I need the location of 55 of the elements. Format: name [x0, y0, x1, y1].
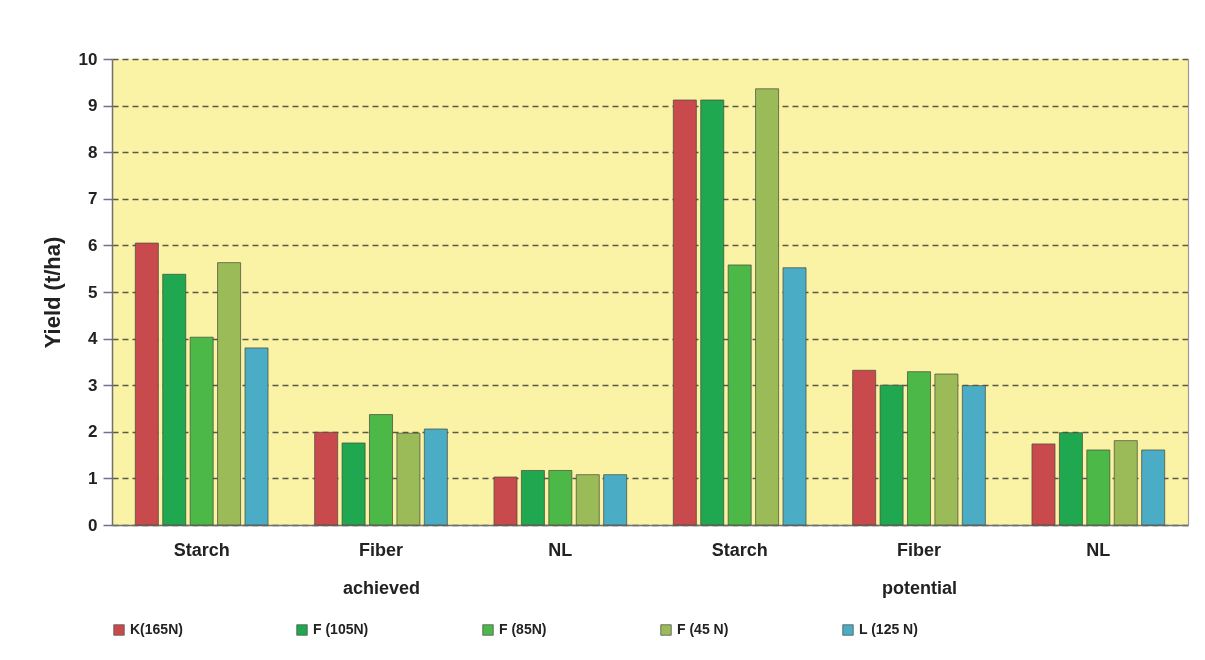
legend-label: F (45 N): [677, 621, 729, 637]
legend-label: L (125 N): [859, 621, 918, 637]
bar: [548, 470, 573, 526]
bar: [520, 470, 545, 526]
bar: [1058, 432, 1083, 526]
x-tick-label: Starch: [711, 539, 768, 560]
y-tick-label: 6: [88, 235, 98, 255]
bar: [934, 373, 959, 526]
x-axis-title: potential: [882, 577, 957, 598]
bar: [189, 336, 214, 526]
bar: [217, 262, 242, 526]
bar: [782, 267, 807, 526]
bar: [852, 369, 877, 526]
bar: [1086, 449, 1111, 526]
bar: [341, 442, 366, 526]
bar: [575, 474, 600, 526]
y-tick-label: 4: [88, 329, 99, 349]
bar: [727, 264, 752, 526]
legend-label: F (85N): [499, 621, 547, 637]
y-tick-label: 1: [88, 468, 98, 488]
bar: [369, 414, 393, 526]
bar: [1031, 443, 1056, 526]
y-tick-label: 8: [88, 142, 98, 162]
x-tick-label: Fiber: [896, 539, 942, 560]
y-tick-label: 3: [88, 375, 98, 395]
x-tick-label: NL: [548, 539, 573, 560]
bar: [755, 88, 780, 526]
bar: [961, 385, 986, 526]
bar: [672, 99, 697, 526]
bar: [134, 242, 159, 526]
bar: [907, 371, 931, 526]
bar: [1113, 440, 1138, 526]
bar: [162, 273, 187, 526]
x-tick-label: Starch: [173, 539, 230, 560]
y-tick-label: 2: [88, 422, 98, 442]
y-tick-label: 9: [88, 96, 98, 116]
y-tick-label: 7: [88, 189, 98, 209]
x-tick-label: NL: [1086, 539, 1111, 560]
bar: [423, 428, 448, 526]
bar: [603, 474, 628, 526]
bar: [493, 476, 518, 526]
y-tick-label: 10: [78, 49, 98, 69]
bar: [1141, 449, 1166, 526]
y-axis-title: Yield (t/ha): [39, 236, 65, 349]
bar: [314, 431, 339, 526]
y-tick-label: 5: [88, 282, 98, 302]
legend-label: K(165N): [130, 621, 183, 637]
bar: [396, 432, 421, 526]
y-tick-label: 0: [88, 515, 98, 535]
x-tick-label: Fiber: [358, 539, 404, 560]
bar: [700, 99, 725, 526]
bar: [244, 347, 269, 526]
x-axis-title: achieved: [342, 577, 421, 598]
bar: [879, 384, 904, 526]
legend-label: F (105N): [313, 621, 369, 637]
